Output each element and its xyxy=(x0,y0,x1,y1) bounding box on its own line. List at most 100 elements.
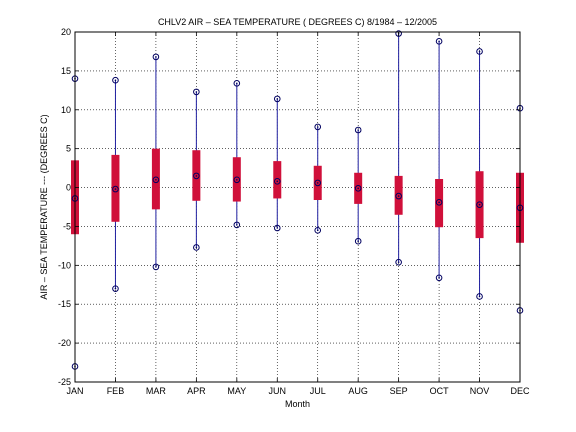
max-marker-dot xyxy=(195,91,198,93)
max-marker-dot xyxy=(236,82,238,85)
mean-marker xyxy=(152,176,160,184)
iqr-box xyxy=(273,161,282,199)
y-tick-label: 0 xyxy=(66,183,71,193)
x-tick-label-jun: JUN xyxy=(269,386,287,396)
min-marker-dot xyxy=(438,276,440,279)
mean-marker-dot xyxy=(276,180,279,183)
box-may xyxy=(232,80,241,229)
max-marker-dot xyxy=(155,56,157,58)
x-tick-label-sep: SEP xyxy=(390,386,408,396)
mean-marker-dot xyxy=(236,178,238,181)
min-marker xyxy=(476,293,483,300)
max-marker-dot xyxy=(316,126,319,128)
y-tick-label: -20 xyxy=(58,338,71,348)
x-tick-label-dec: DEC xyxy=(510,386,530,396)
box-jul xyxy=(313,123,322,234)
mean-marker-dot xyxy=(114,188,117,190)
x-tick-label-aug: AUG xyxy=(348,386,368,396)
y-tick-label: -15 xyxy=(58,299,71,309)
mean-marker-dot xyxy=(438,201,440,204)
min-marker-dot xyxy=(236,224,238,226)
data-marks xyxy=(71,30,524,370)
y-tick-label: -10 xyxy=(58,260,71,270)
max-marker xyxy=(354,126,362,134)
x-tick-label-jan: JAN xyxy=(66,386,83,396)
mean-marker-dot xyxy=(316,182,319,184)
mean-marker xyxy=(273,178,281,185)
box-aug xyxy=(354,126,363,245)
x-tick-label-apr: APR xyxy=(187,386,206,396)
max-marker-dot xyxy=(114,79,117,82)
box-oct xyxy=(435,38,444,282)
box-sep xyxy=(394,30,403,266)
max-marker xyxy=(193,88,200,96)
y-tick-label: -5 xyxy=(63,221,71,231)
max-marker xyxy=(395,30,402,37)
mean-marker xyxy=(435,199,443,206)
min-marker xyxy=(435,274,443,282)
x-tick-label-oct: OCT xyxy=(430,386,450,396)
mean-marker-dot xyxy=(397,195,400,197)
min-marker xyxy=(193,244,200,251)
min-marker-dot xyxy=(478,295,481,298)
min-marker-dot xyxy=(357,240,359,243)
y-tick-label: 10 xyxy=(61,105,71,115)
max-marker xyxy=(273,95,281,103)
x-tick-label-jul: JUL xyxy=(310,386,326,396)
mean-marker xyxy=(112,185,119,193)
max-marker-dot xyxy=(438,40,440,43)
min-marker xyxy=(112,285,119,292)
box-feb xyxy=(111,76,120,292)
y-tick-label: 5 xyxy=(66,144,71,154)
box-apr xyxy=(192,88,201,251)
min-marker xyxy=(273,224,281,232)
min-marker-dot xyxy=(316,229,319,232)
mean-marker-dot xyxy=(478,203,481,206)
x-axis-title: Month xyxy=(285,399,310,409)
x-tick-label-mar: MAR xyxy=(146,386,167,396)
box-nov xyxy=(475,48,484,300)
mean-marker xyxy=(395,192,402,200)
max-marker xyxy=(435,38,443,45)
max-marker-dot xyxy=(357,129,359,131)
max-marker xyxy=(233,80,241,87)
plot-frame xyxy=(74,31,521,383)
max-marker xyxy=(152,53,160,61)
min-marker xyxy=(354,237,362,245)
mean-marker-dot xyxy=(155,178,157,181)
box-jun xyxy=(273,95,282,232)
max-marker-dot xyxy=(276,98,279,100)
mean-marker xyxy=(193,172,200,180)
mean-marker-dot xyxy=(195,175,198,177)
y-axis-title: AIR – SEA TEMPERATURE --- (DEGREES C) xyxy=(39,114,49,299)
min-marker-dot xyxy=(195,246,198,249)
box-mar xyxy=(151,53,160,271)
chart-title: CHLV2 AIR – SEA TEMPERATURE ( DEGREES C)… xyxy=(158,17,437,27)
max-marker xyxy=(112,76,119,84)
x-tick-label-nov: NOV xyxy=(470,386,490,396)
tick-marks xyxy=(74,31,521,383)
y-tick-label: 20 xyxy=(61,27,71,37)
min-marker xyxy=(395,258,402,266)
min-marker-dot xyxy=(155,266,157,268)
x-tick-label-feb: FEB xyxy=(107,386,125,396)
mean-marker xyxy=(354,185,362,192)
y-tick-label: -25 xyxy=(58,377,71,387)
tick-labels: -25 -20 -15 -10 -5 0 5 10 15 20 JAN FEB MAR APR MAY JUN… xyxy=(58,27,530,396)
mean-marker-dot xyxy=(357,187,359,190)
mean-marker xyxy=(476,201,483,208)
min-marker-dot xyxy=(276,227,279,229)
min-marker-dot xyxy=(114,287,117,290)
min-marker xyxy=(233,221,241,229)
grid-layer xyxy=(75,32,520,382)
y-tick-label: 15 xyxy=(61,66,71,76)
max-marker xyxy=(314,123,322,131)
max-marker xyxy=(476,48,483,55)
max-marker-dot xyxy=(478,50,481,53)
min-marker xyxy=(152,263,160,271)
x-tick-label-may: MAY xyxy=(227,386,246,396)
min-marker-dot xyxy=(397,261,400,264)
mean-marker xyxy=(314,179,322,187)
